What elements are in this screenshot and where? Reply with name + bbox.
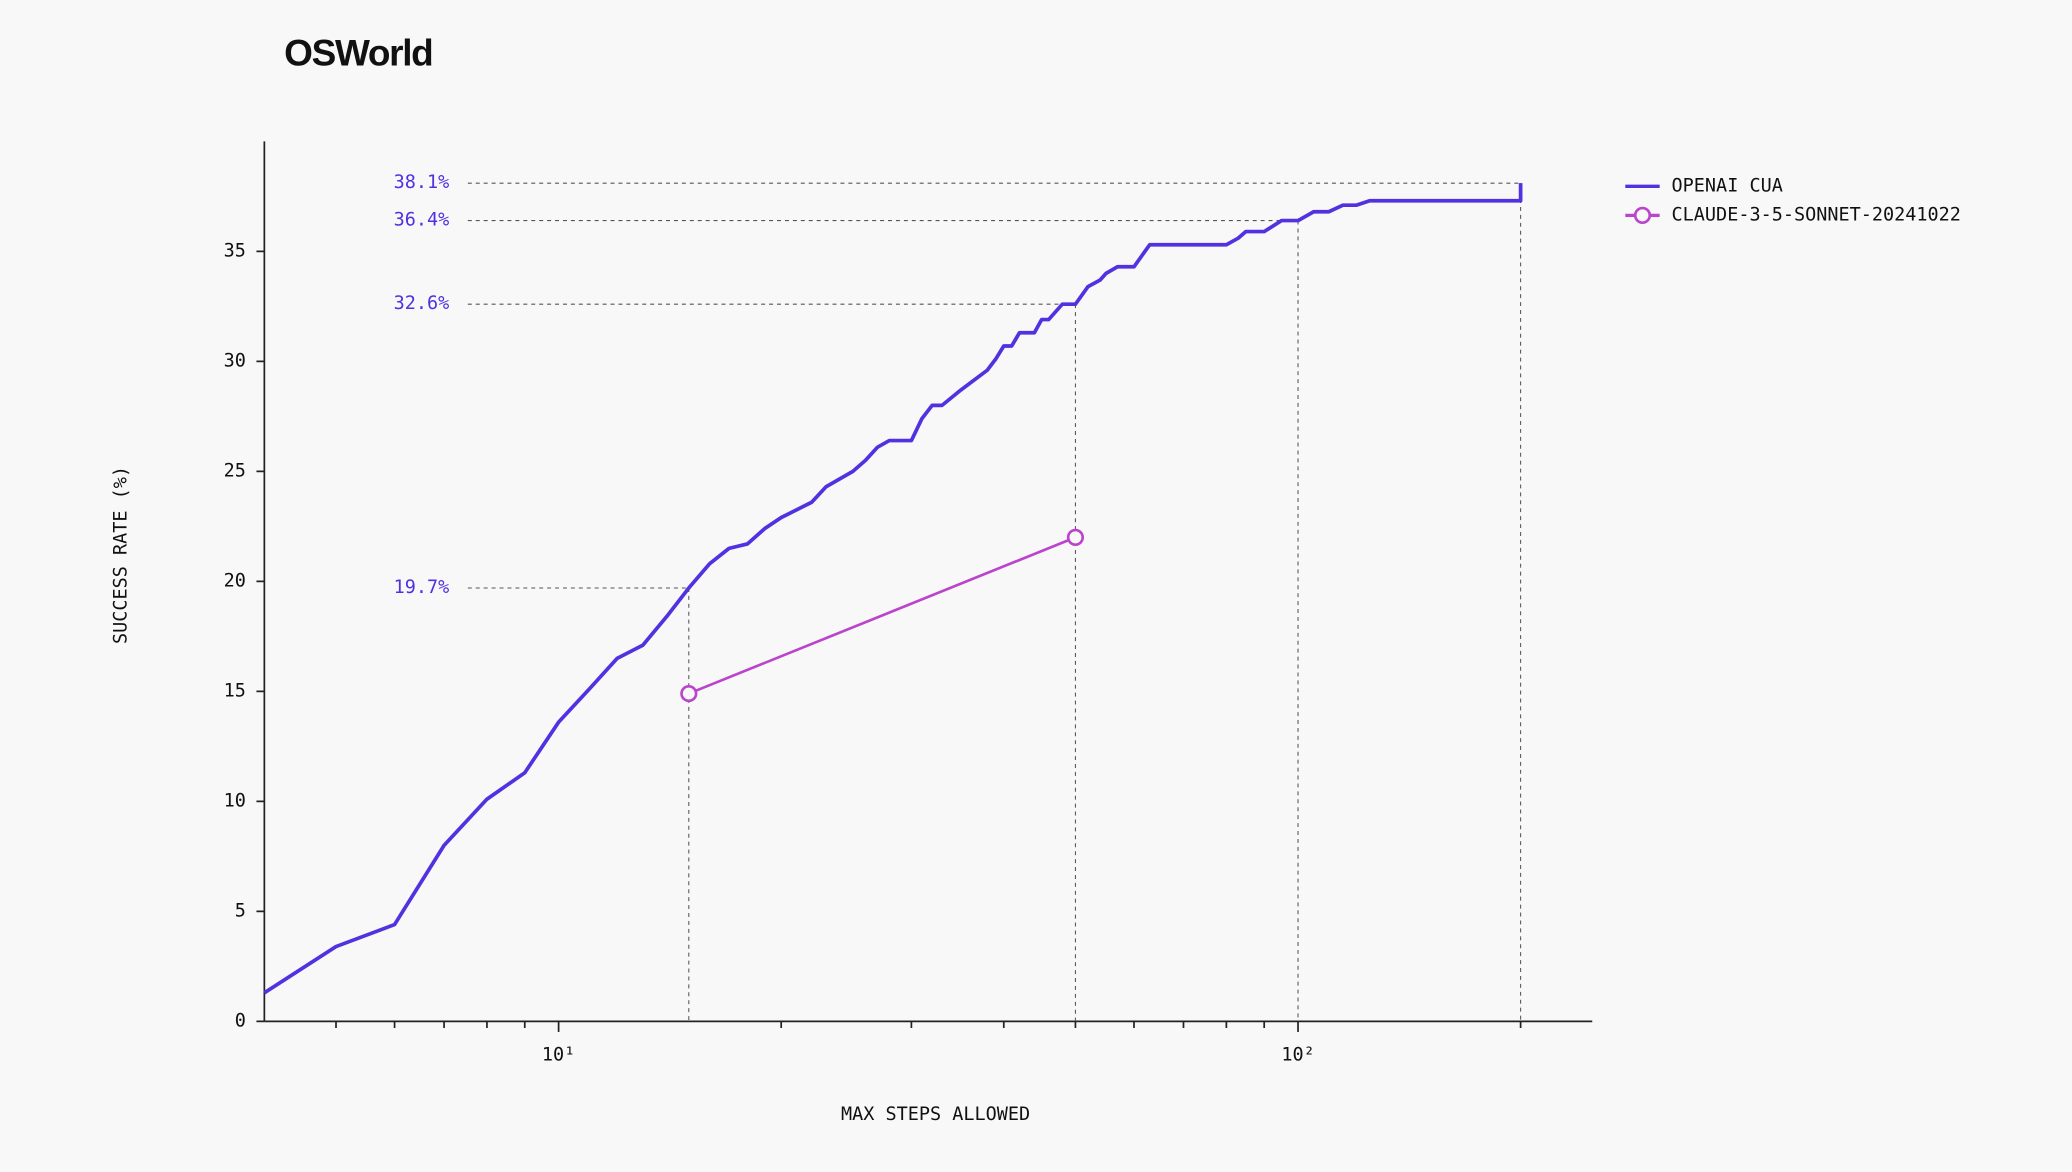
x-tick-label: 10² (1281, 1045, 1314, 1066)
series-line (688, 536, 1076, 695)
legend-label: CLAUDE-3-5-SONNET-20241022 (1672, 204, 1961, 225)
legend-label: OPENAI CUA (1672, 175, 1783, 196)
series-line (263, 183, 1523, 995)
x-axis-label: MAX STEPS ALLOWED (841, 1104, 1030, 1125)
y-tick-label: 25 (224, 460, 246, 481)
y-tick-label: 20 (224, 570, 246, 591)
y-tick-label: 35 (224, 240, 246, 261)
y-tick-label: 30 (224, 350, 246, 371)
annotation-label: 32.6% (394, 293, 450, 314)
y-tick-label: 10 (224, 790, 246, 811)
y-tick-label: 15 (224, 680, 246, 701)
annotation-label: 19.7% (394, 577, 450, 598)
annotation-label: 38.1% (394, 172, 450, 193)
point (1066, 528, 1085, 546)
legend-marker (1633, 206, 1652, 224)
x-tick-label: 10¹ (542, 1045, 575, 1066)
y-tick-label: 5 (235, 900, 246, 921)
annotation-label: 36.4% (394, 210, 450, 231)
y-tick-label: 0 (235, 1010, 246, 1031)
y-axis-label: SUCCESS RATE (%) (111, 466, 132, 644)
point (680, 684, 698, 703)
chart-title: OSWorld (284, 32, 432, 73)
